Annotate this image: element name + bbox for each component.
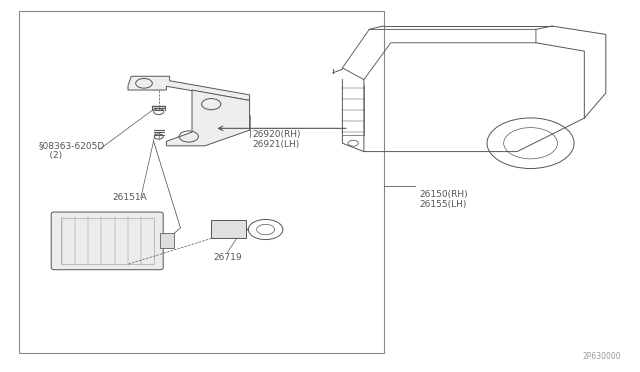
Bar <box>61 218 154 264</box>
Text: 26920(RH)
26921(LH): 26920(RH) 26921(LH) <box>253 130 301 149</box>
Bar <box>160 234 174 248</box>
Bar <box>19 11 384 353</box>
Polygon shape <box>166 90 250 146</box>
Text: 2P630000: 2P630000 <box>582 352 621 361</box>
Text: §08363-6205D
    (2): §08363-6205D (2) <box>38 141 105 160</box>
FancyBboxPatch shape <box>51 212 163 270</box>
Text: 26719: 26719 <box>213 253 241 262</box>
Bar <box>211 220 246 238</box>
Text: 26150(RH)
26155(LH): 26150(RH) 26155(LH) <box>419 190 468 209</box>
Polygon shape <box>128 76 250 100</box>
Text: 26151A: 26151A <box>112 193 147 202</box>
